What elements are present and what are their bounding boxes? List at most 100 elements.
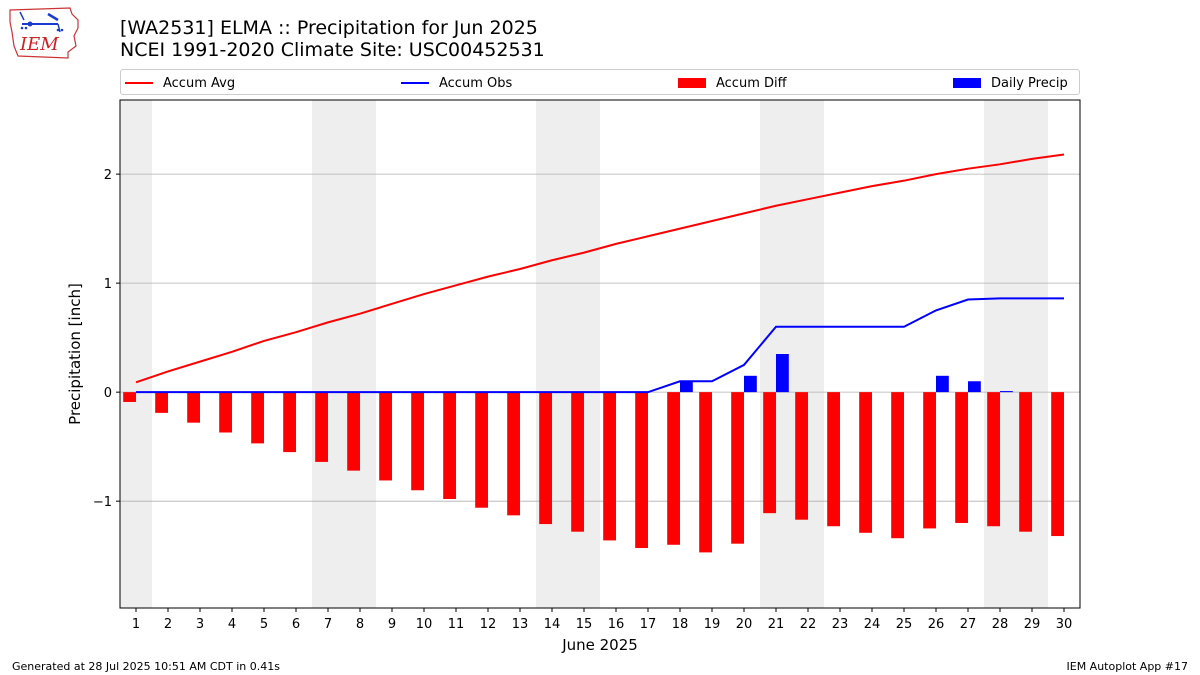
x-tick-label: 20 xyxy=(736,617,753,632)
accum-diff-bar xyxy=(539,392,552,525)
legend-swatch-daily-precip xyxy=(953,78,981,88)
legend-item-accum-avg: Accum Avg xyxy=(125,74,235,92)
daily-precip-bar xyxy=(1000,391,1013,393)
accum-diff-bar xyxy=(411,392,424,491)
accum-diff-bar xyxy=(667,392,680,545)
x-tick-label: 12 xyxy=(480,617,497,632)
x-tick-label: 14 xyxy=(544,617,561,632)
title-line-2: NCEI 1991-2020 Climate Site: USC00452531 xyxy=(120,39,545,61)
legend-label-accum-diff: Accum Diff xyxy=(716,75,787,91)
weekend-band xyxy=(312,100,376,608)
x-tick-label: 28 xyxy=(992,617,1009,632)
x-tick-label: 16 xyxy=(608,617,625,632)
accum-diff-bar xyxy=(507,392,520,516)
x-tick-label: 29 xyxy=(1024,617,1041,632)
lines xyxy=(135,153,1065,394)
accum-diff-bar xyxy=(731,392,744,544)
legend-label-daily-precip: Daily Precip xyxy=(991,75,1068,91)
accum-diff-bar xyxy=(635,392,648,549)
logo-text: IEM xyxy=(19,34,59,55)
legend-swatch-accum-avg xyxy=(125,82,153,84)
accum-diff-bar xyxy=(859,392,872,533)
accum-diff-bar xyxy=(123,392,136,402)
y-tick-label: 1 xyxy=(104,277,112,292)
accum-diff-bar xyxy=(347,392,360,471)
x-tick-label: 5 xyxy=(260,617,268,632)
x-tick-label: 2 xyxy=(164,617,172,632)
accum-diff-bar xyxy=(219,392,232,433)
x-tick-label: 3 xyxy=(196,617,204,632)
accum-diff-bar xyxy=(379,392,392,481)
accum-diff-bar xyxy=(571,392,584,532)
x-tick-label: 23 xyxy=(832,617,849,632)
x-tick-label: 8 xyxy=(356,617,364,632)
x-tick-label: 18 xyxy=(672,617,689,632)
x-tick-label: 4 xyxy=(228,617,236,632)
weekend-band xyxy=(536,100,600,608)
x-tick-label: 7 xyxy=(324,617,332,632)
x-tick-label: 17 xyxy=(640,617,657,632)
x-tick-label: 25 xyxy=(896,617,913,632)
accum-diff-bar xyxy=(603,392,616,541)
x-tick-label: 11 xyxy=(448,617,465,632)
axis-ticks: 1 2 3 4 5 6 7 8 9 10 11 12 13 14 15 16 17 18 19 20 21 22 23 24 2… xyxy=(93,168,1072,632)
accum-diff-bar xyxy=(155,392,168,413)
legend-label-accum-obs: Accum Obs xyxy=(439,75,513,91)
accum-diff-bar xyxy=(987,392,1000,527)
accum-diff-bar xyxy=(283,392,296,453)
legend: Accum Avg Accum Obs Accum Diff Daily Pre… xyxy=(120,69,1080,95)
accum-diff-bar xyxy=(251,392,264,444)
x-tick-label: 22 xyxy=(800,617,817,632)
accum-avg-line xyxy=(135,153,1065,384)
accum-diff-bar xyxy=(475,392,488,508)
plot-frame xyxy=(119,99,1081,609)
weekend-band xyxy=(984,100,1048,608)
iem-logo: IEM xyxy=(8,6,80,60)
iowa-state-outline-icon: IEM xyxy=(9,7,79,59)
daily-precip-bar xyxy=(936,375,949,393)
legend-label-accum-avg: Accum Avg xyxy=(163,75,236,91)
accum-diff-bar xyxy=(891,392,904,539)
accum-obs-line xyxy=(136,297,1064,394)
daily-precip-bar xyxy=(968,381,981,393)
app-label: IEM Autoplot App #17 xyxy=(1066,660,1189,673)
x-tick-label: 26 xyxy=(928,617,945,632)
x-tick-label: 15 xyxy=(576,617,593,632)
daily-precip-bar xyxy=(680,381,693,393)
legend-swatch-accum-diff xyxy=(678,78,706,88)
accum-diff-bar xyxy=(827,392,840,527)
y-axis-label: Precipitation [inch] xyxy=(66,283,84,425)
weekend-shading xyxy=(120,100,1048,608)
legend-swatch-accum-obs xyxy=(401,82,429,84)
title-line-1: [WA2531] ELMA :: Precipitation for Jun 2… xyxy=(120,17,538,39)
daily-precip-bar xyxy=(776,354,789,393)
generated-timestamp: Generated at 28 Jul 2025 10:51 AM CDT in… xyxy=(12,660,280,673)
legend-item-accum-diff: Accum Diff xyxy=(678,74,787,92)
x-tick-label: 24 xyxy=(864,617,881,632)
y-tick-label: −1 xyxy=(93,495,112,510)
accum-diff-bar xyxy=(1019,392,1032,532)
x-tick-label: 30 xyxy=(1056,617,1073,632)
x-tick-label: 27 xyxy=(960,617,977,632)
accum-diff-bar xyxy=(443,392,456,499)
y-tick-label: 0 xyxy=(104,386,112,401)
x-tick-label: 9 xyxy=(388,617,396,632)
accum-diff-bar xyxy=(1051,392,1064,537)
accum-diff-bar xyxy=(187,392,200,423)
x-tick-label: 1 xyxy=(132,617,140,632)
daily-precip-bar xyxy=(744,375,757,393)
accum-diff-bar xyxy=(699,392,712,553)
x-tick-label: 6 xyxy=(292,617,300,632)
x-tick-label: 13 xyxy=(512,617,529,632)
accum-diff-bar xyxy=(923,392,936,529)
legend-item-accum-obs: Accum Obs xyxy=(401,74,512,92)
x-axis-label: June 2025 xyxy=(561,636,638,654)
legend-item-daily-precip: Daily Precip xyxy=(953,74,1068,92)
x-tick-label: 21 xyxy=(768,617,785,632)
y-tick-label: 2 xyxy=(104,168,112,183)
accum-diff-bar xyxy=(763,392,776,514)
accum-diff-bar xyxy=(315,392,328,462)
weekend-band xyxy=(120,100,152,608)
x-tick-label: 19 xyxy=(704,617,721,632)
